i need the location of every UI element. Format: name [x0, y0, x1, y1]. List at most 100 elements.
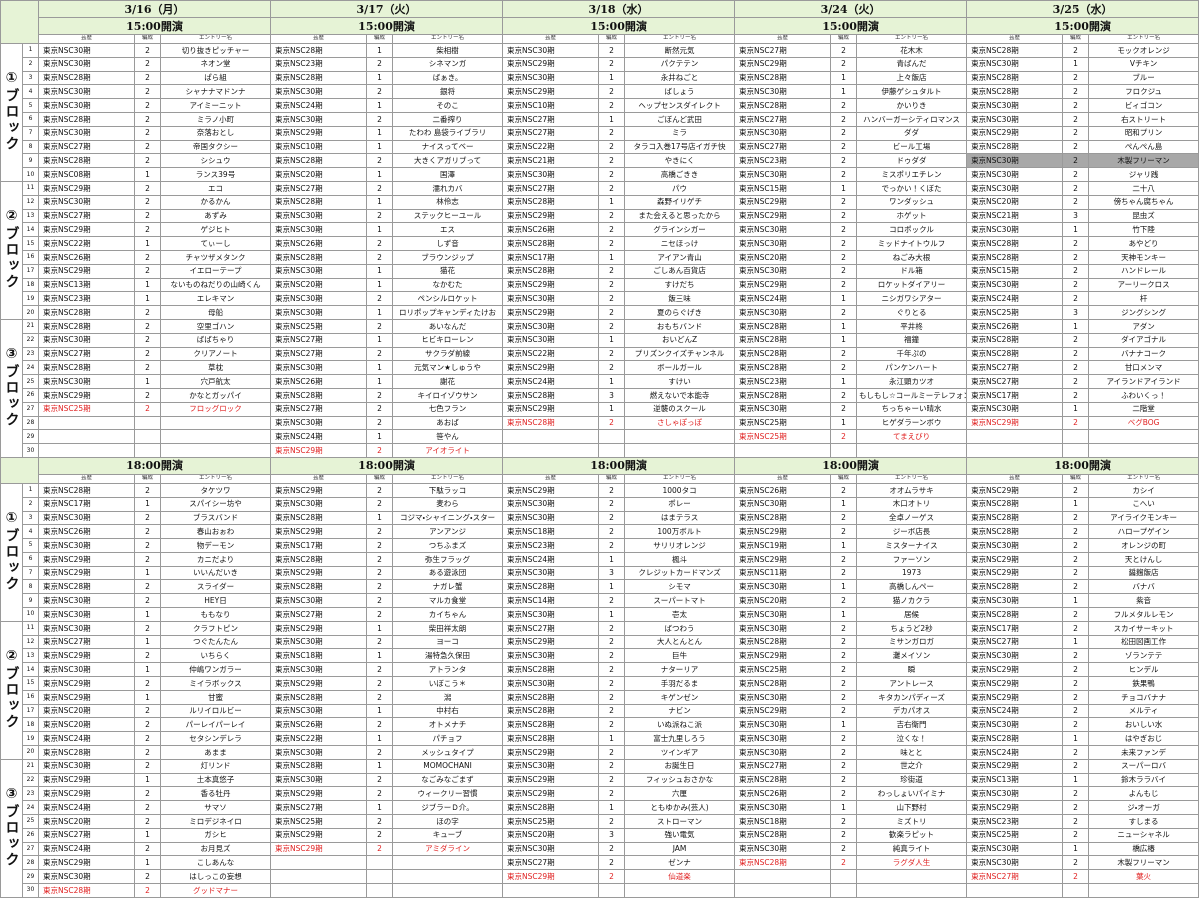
entry-name: オレンジの町	[1088, 538, 1200, 553]
members: 1	[830, 70, 858, 86]
members: 2	[1062, 236, 1090, 251]
members: 2	[830, 98, 858, 113]
entry-name: ぺんぺん島	[1088, 139, 1200, 155]
entry-name: ゲジヒト	[159, 222, 272, 238]
entry-name: さしゃぽっぽ	[624, 415, 736, 431]
entry-name: てぃーし	[159, 236, 272, 251]
row-number: 20	[22, 745, 39, 760]
empty-cell	[624, 883, 736, 898]
generation: 東京NSC27期	[38, 634, 135, 650]
empty-cell	[734, 869, 832, 885]
members: 2	[366, 593, 394, 609]
row-number: 9	[22, 593, 39, 609]
entry-name: アントレース	[856, 676, 968, 691]
entry-name: ばぁき。	[392, 70, 504, 86]
generation: 東京NSC29期	[734, 703, 832, 719]
entry-name: ネオン堂	[159, 56, 272, 72]
entry-name: ないものねだりの山崎くん	[159, 277, 272, 293]
members: 2	[134, 84, 161, 100]
entry-name: キゲンゼン	[624, 689, 736, 705]
generation: 東京NSC30期	[966, 56, 1064, 72]
members: 2	[598, 415, 626, 431]
members: 2	[598, 139, 626, 155]
generation: 東京NSC29期	[502, 786, 600, 802]
generation: 東京NSC28期	[38, 153, 135, 169]
members: 1	[134, 291, 161, 307]
members: 2	[134, 648, 161, 664]
generation: 東京NSC21期	[966, 208, 1064, 224]
entry-name: スカイサーキット	[1088, 620, 1200, 636]
entry-name: ブルー	[1088, 70, 1200, 86]
entry-row: 22 東京NSC29期 1 土本真悠子 東京NSC30期 2 なごみなごまず 東京NSC29期…	[1, 772, 1200, 788]
generation: 東京NSC28期	[966, 510, 1064, 526]
members: 1	[1062, 56, 1090, 72]
row-number: 4	[22, 524, 39, 540]
members: 2	[830, 387, 858, 403]
generation: 東京NSC27期	[270, 800, 368, 816]
members: 1	[598, 249, 626, 265]
members: 2	[366, 249, 394, 265]
entry-row: 14 東京NSC29期 2 ゲジヒト 東京NSC30期 1 エス 東京NSC26期 2 グラインシ…	[1, 222, 1200, 238]
entry-name: グッドマナー	[159, 883, 272, 898]
row-number: 16	[22, 689, 39, 705]
generation: 東京NSC28期	[966, 249, 1064, 265]
entry-row: 6 東京NSC29期 2 カニだより 東京NSC28期 2 弥生フラッグ 東京NSC24期 1 楓…	[1, 551, 1200, 567]
entry-name: シモマ	[624, 579, 736, 595]
generation: 東京NSC29期	[966, 565, 1064, 581]
block-label: ①ブロック	[0, 482, 23, 622]
generation: 東京NSC29期	[502, 208, 600, 224]
entry-row: 18 東京NSC13期 1 ないものねだりの山崎くん 東京NSC20期 1 なかむた 東京NS…	[1, 277, 1200, 293]
generation: 東京NSC30期	[502, 510, 600, 526]
time-header: 18:00開演	[734, 456, 968, 475]
generation: 東京NSC28期	[734, 346, 832, 362]
entry-name: 吉右衛門	[856, 717, 968, 733]
entry-name: ミスターナイス	[856, 538, 968, 553]
members: 1	[830, 607, 858, 622]
entry-name: アミダライン	[392, 841, 504, 857]
members: 2	[1062, 277, 1090, 293]
generation: 東京NSC29期	[502, 401, 600, 417]
time-header: 18:00開演	[37, 456, 272, 475]
generation: 東京NSC30期	[38, 84, 135, 100]
members: 2	[1062, 180, 1090, 196]
entry-row: 4 東京NSC26期 2 春山おぉわ 東京NSC29期 2 アンアンジ 東京NSC18期 2 10…	[1, 524, 1200, 540]
entry-row: 17 東京NSC20期 2 ルリイロルビー 東京NSC30期 1 中村右 東京NSC28期 2 ナ…	[1, 703, 1200, 719]
members: 3	[598, 387, 626, 403]
entry-name: アイライクモンキー	[1088, 510, 1200, 526]
entry-row: 24 東京NSC28期 2 草枕 東京NSC30期 1 元気マン★しゅうや 東京NSC29期 2…	[1, 360, 1200, 376]
block-text: ②ブロック	[3, 647, 20, 730]
row-number: 17	[22, 263, 39, 279]
members: 2	[598, 305, 626, 320]
row-number: 19	[22, 291, 39, 307]
members: 2	[134, 717, 161, 733]
entry-name: 福鐘	[856, 332, 968, 348]
entry-name: 昆虫ズ	[1088, 208, 1200, 224]
row-number: 14	[22, 222, 39, 238]
entry-row: 7 東京NSC29期 1 いいんだいき 東京NSC29期 2 ある遊泳団 東京NSC30期 3 ク…	[1, 565, 1200, 581]
generation: 東京NSC13期	[38, 277, 135, 293]
column-header: エントリー名	[856, 473, 968, 484]
entry-row: 15 東京NSC29期 2 ミイラボックス 東京NSC29期 2 いぼこう＊ 東京NSC30期…	[1, 676, 1200, 691]
members: 2	[830, 56, 858, 72]
members: 1	[366, 277, 394, 293]
generation: 東京NSC28期	[734, 510, 832, 526]
members: 1	[366, 374, 394, 389]
generation: 東京NSC29期	[270, 786, 368, 802]
generation: 東京NSC30期	[270, 745, 368, 760]
entry-name: ビール工場	[856, 139, 968, 155]
generation: 東京NSC28期	[502, 236, 600, 251]
column-header: 芸歴	[270, 473, 368, 484]
members: 2	[134, 703, 161, 719]
column-header: 芸歴	[38, 34, 135, 44]
members: 2	[134, 360, 161, 376]
generation: 東京NSC30期	[734, 717, 832, 733]
members: 2	[598, 208, 626, 224]
entry-name: ファーソン	[856, 551, 968, 567]
entry-row: 25 東京NSC20期 2 ミロデジネイロ 東京NSC25期 2 ほの字 東京NSC25期 2 ス…	[1, 814, 1200, 829]
members: 1	[366, 139, 394, 155]
entry-name: 歓楽ラピット	[856, 827, 968, 843]
generation: 東京NSC28期	[270, 43, 368, 58]
members: 2	[1062, 346, 1090, 362]
generation: 東京NSC29期	[734, 208, 832, 224]
members: 2	[366, 443, 394, 458]
